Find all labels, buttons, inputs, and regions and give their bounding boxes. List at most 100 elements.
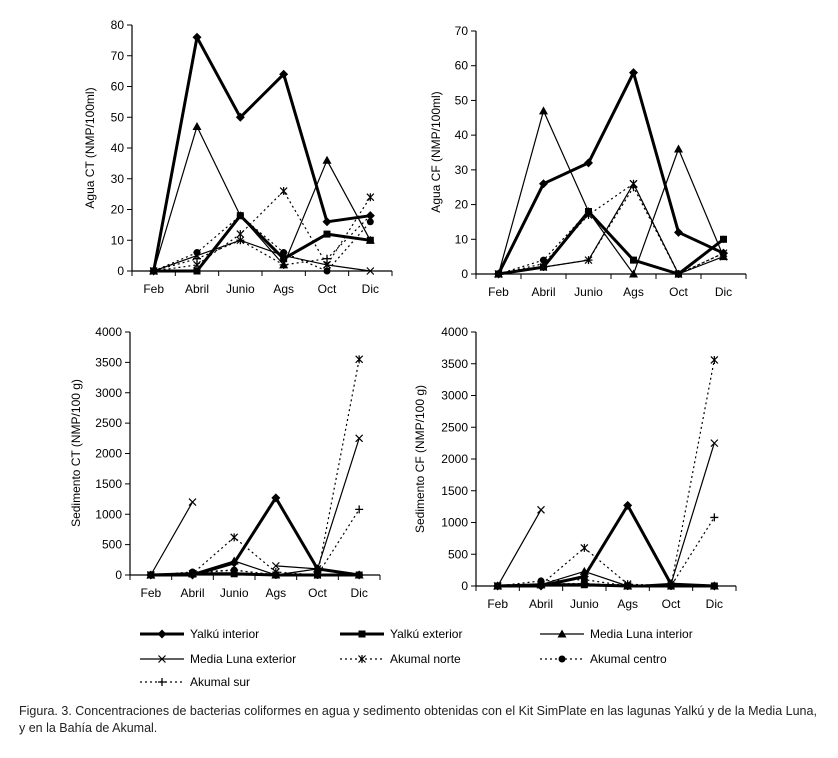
x-tick-label: Dic xyxy=(362,282,379,296)
data-point xyxy=(188,498,197,507)
data-point xyxy=(146,571,155,579)
legend-label: Akumal sur xyxy=(190,675,250,689)
data-point xyxy=(322,217,332,227)
x-tick-label: Abril xyxy=(529,597,553,611)
data-point xyxy=(623,582,632,590)
series-line xyxy=(153,239,371,272)
data-point xyxy=(323,254,331,263)
x-tick-label: Ags xyxy=(623,285,644,299)
legend-marker xyxy=(158,655,166,663)
series-media-luna-interior xyxy=(494,106,728,278)
data-point xyxy=(271,493,281,503)
series-akumal-sur xyxy=(494,183,728,278)
legend-label: Akumal norte xyxy=(390,652,461,666)
x-tick-label: Oct xyxy=(662,597,681,611)
chart-agua-cf: 0 10 20 30 40 50 60 70 Feb Abril Junio Ags Oct Dic Agu… xyxy=(429,24,747,299)
data-point xyxy=(493,582,502,590)
series-akumal-sur xyxy=(149,211,375,275)
y-tick-label: 3500 xyxy=(441,357,468,371)
legend-item-yalku-exterior: Yalkú exterior xyxy=(340,627,462,641)
y-tick-label: 0 xyxy=(115,568,122,582)
y-tick-label: 40 xyxy=(455,128,469,142)
legend-marker xyxy=(358,630,366,638)
chart-sedimento-cf: 0 500 1000 1500 2000 2500 3000 3500 4000 Feb Abril… xyxy=(413,325,737,611)
series-line xyxy=(497,71,725,275)
series-line xyxy=(497,517,715,587)
legend-marker xyxy=(358,655,366,663)
legend-item-media-luna-exterior: Media Luna exterior xyxy=(140,652,296,666)
x-tick-label: Abril xyxy=(531,285,555,299)
series-line xyxy=(498,183,724,275)
legend-label: Yalkú interior xyxy=(190,627,259,641)
data-point xyxy=(540,256,547,264)
y-tick-label: 4000 xyxy=(441,325,468,339)
legend-item-media-luna-interior: Media Luna interior xyxy=(540,627,693,641)
series-line xyxy=(497,579,715,587)
legend-label: Yalkú exterior xyxy=(390,627,462,641)
y-axis-label: Agua CT (NMP/100ml) xyxy=(83,87,97,208)
y-tick-label: 50 xyxy=(455,93,469,107)
series-line xyxy=(150,359,360,576)
data-point xyxy=(710,582,718,590)
x-tick-label: Ags xyxy=(265,586,286,600)
data-point xyxy=(313,571,322,579)
series-media-luna-interior xyxy=(149,121,375,275)
data-point xyxy=(623,500,633,510)
series-line xyxy=(152,35,371,272)
x-tick-label: Feb xyxy=(487,597,508,611)
data-point xyxy=(585,208,592,216)
y-tick-label: 10 xyxy=(455,232,469,246)
y-tick-label: 3500 xyxy=(95,355,122,369)
x-tick-label: Abril xyxy=(180,586,204,600)
data-point xyxy=(271,571,280,579)
y-tick-label: 3000 xyxy=(441,389,468,403)
series-line xyxy=(497,503,715,588)
chart-sedimento-ct: 0 500 1000 1500 2000 2500 3000 3500 4000 Feb Abril… xyxy=(69,325,381,600)
data-point xyxy=(280,249,288,257)
x-tick-label: Feb xyxy=(140,586,161,600)
y-tick-label: 1500 xyxy=(95,477,122,491)
y-tick-label: 30 xyxy=(111,172,125,186)
data-point xyxy=(366,211,375,220)
data-point xyxy=(580,543,589,552)
legend-item-akumal-centro: Akumal centro xyxy=(540,652,667,666)
data-point xyxy=(710,513,719,522)
data-point xyxy=(710,355,719,364)
legend-item-yalku-interior: Yalkú interior xyxy=(140,627,259,641)
series-line xyxy=(150,560,360,576)
data-point xyxy=(149,267,158,275)
data-point xyxy=(539,179,548,189)
legend-item-akumal-sur: Akumal sur xyxy=(140,675,250,689)
series-line xyxy=(497,442,715,587)
data-point xyxy=(192,121,202,130)
data-point xyxy=(537,505,545,514)
data-point xyxy=(355,505,364,514)
series-line xyxy=(497,110,725,275)
series-line xyxy=(153,215,371,272)
data-point xyxy=(280,255,288,263)
data-point xyxy=(674,270,683,278)
legend-label: Media Luna exterior xyxy=(190,652,296,666)
x-tick-label: Junio xyxy=(226,282,255,296)
y-tick-label: 60 xyxy=(111,80,125,94)
x-tick-label: Ags xyxy=(617,597,638,611)
y-axis-label: Agua CF (NMP/100ml) xyxy=(429,91,443,212)
y-tick-label: 1000 xyxy=(441,516,468,530)
series-line xyxy=(498,183,724,275)
data-point xyxy=(584,158,593,168)
x-tick-label: Oct xyxy=(669,285,688,299)
data-point xyxy=(674,144,683,153)
legend-marker xyxy=(158,678,166,686)
data-point xyxy=(720,235,727,243)
y-tick-label: 70 xyxy=(111,49,125,63)
y-tick-label: 0 xyxy=(461,267,468,281)
legend-item-akumal-norte: Akumal norte xyxy=(340,652,461,666)
figure-charts: 0 10 20 30 40 50 60 70 80 Feb Abril Junio Ags Oct Dic A… xyxy=(69,18,747,689)
data-point xyxy=(192,32,202,42)
data-point xyxy=(355,434,364,443)
x-tick-label: Abril xyxy=(185,282,209,296)
y-axis-label: Sedimento CF (NMP/100 g) xyxy=(413,385,427,533)
legend-marker xyxy=(558,655,566,663)
series-line xyxy=(150,438,360,576)
data-point xyxy=(193,267,201,275)
